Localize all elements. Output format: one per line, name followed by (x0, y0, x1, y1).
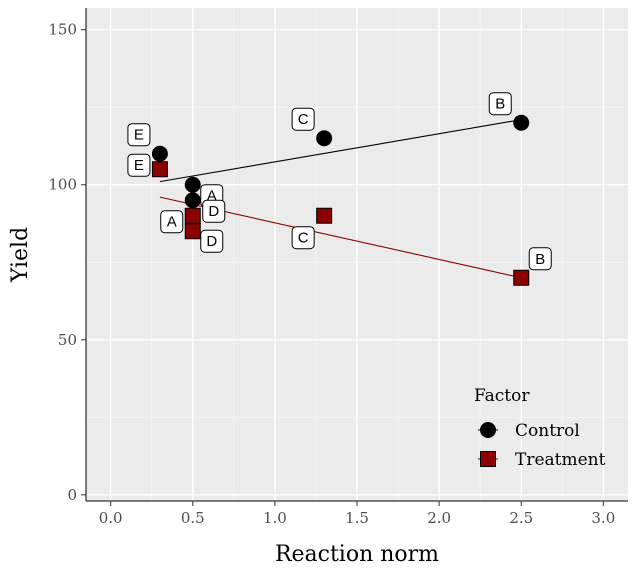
control-point (151, 145, 168, 162)
legend-key-square (480, 451, 496, 467)
y-tick-label: 150 (48, 21, 77, 39)
point-label-text: B (535, 251, 545, 268)
control-point (316, 130, 333, 147)
point-label-text: E (134, 127, 144, 144)
y-tick-label: 50 (58, 331, 77, 349)
point-label-box (291, 226, 315, 250)
point-label: D (200, 229, 224, 253)
x-tick-label: 2.0 (427, 509, 451, 527)
point-label: E (127, 123, 151, 147)
point-label: E (127, 153, 151, 177)
point-label-text: D (208, 203, 219, 220)
control-point (184, 176, 201, 193)
minor-gridlines (86, 8, 628, 501)
point-label-text: E (134, 157, 144, 174)
point-label-box (488, 92, 512, 116)
trend-line (159, 119, 522, 183)
point-label-box (160, 210, 184, 234)
point-label-box (127, 123, 151, 147)
treatment-point (316, 207, 333, 224)
x-tick-label: 1.0 (263, 509, 287, 527)
control-point (184, 192, 201, 209)
x-tick-label: 3.0 (591, 509, 615, 527)
point-label: C (291, 107, 315, 131)
x-tick-label: 0.5 (181, 509, 205, 527)
point-label-text: A (207, 188, 217, 205)
x-tick-label: 0.0 (99, 509, 123, 527)
point-label-text: A (167, 214, 177, 231)
y-axis-title: Yield (8, 227, 33, 283)
point-label-box (200, 229, 224, 253)
y-tick-label: 0 (67, 486, 77, 504)
point-label-box (528, 247, 552, 271)
point-label-text: D (206, 233, 217, 250)
legend: Factor Control Treatment (474, 386, 606, 470)
point-label: D (202, 199, 226, 223)
point-label-text: B (495, 96, 505, 113)
point-label: B (488, 92, 512, 116)
legend-entry-label: Treatment (515, 450, 606, 470)
point-label-box (202, 199, 226, 223)
point-label: A (160, 210, 184, 234)
point-label-box (291, 107, 315, 131)
point-label-text: C (298, 230, 309, 247)
axes: 0.0 0.5 1.0 1.5 2.0 2.5 3.0 0 50 100 150 (48, 8, 628, 527)
legend-title: Factor (474, 386, 530, 406)
treatment-point (184, 223, 201, 240)
treatment-point (184, 207, 201, 224)
point-label-text: C (298, 111, 309, 128)
major-gridlines (86, 8, 628, 501)
point-label: B (528, 247, 552, 271)
point-label: C (291, 226, 315, 250)
control-point (513, 114, 530, 131)
data-points (151, 114, 530, 286)
legend-key-circle (480, 422, 496, 438)
legend-entry-label: Control (515, 421, 580, 441)
y-tick-label: 100 (48, 176, 77, 194)
treatment-point (151, 161, 168, 178)
x-tick-label: 2.5 (509, 509, 533, 527)
treatment-point (513, 269, 530, 286)
x-tick-label: 1.5 (345, 509, 369, 527)
x-axis-title: Reaction norm (275, 542, 439, 567)
point-label-box (127, 153, 151, 177)
